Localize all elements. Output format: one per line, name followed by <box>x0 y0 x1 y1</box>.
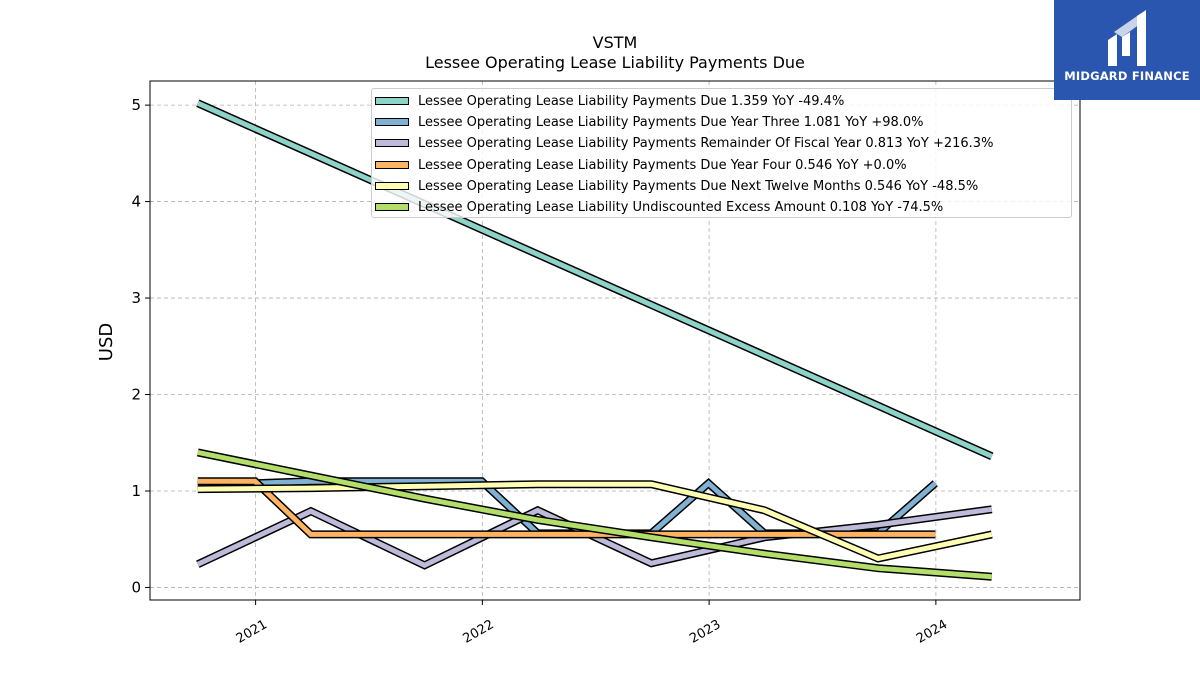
series-line-5 <box>197 480 993 563</box>
series-stroke <box>196 100 993 459</box>
brand-logo: MIDGARD FINANCE <box>1054 0 1200 100</box>
series-line-1 <box>196 99 994 460</box>
y-tick-label: 2 <box>131 386 141 404</box>
legend-swatch <box>375 203 409 211</box>
y-tick-label: 4 <box>131 193 141 211</box>
legend-swatch <box>375 97 409 105</box>
series-outline <box>197 480 993 563</box>
legend-label: Lessee Operating Lease Liability Payment… <box>418 136 994 152</box>
plot-frame <box>149 80 1081 601</box>
x-tick-label: 2023 <box>687 617 723 647</box>
x-tick-label: 2021 <box>234 617 270 647</box>
series-stroke <box>197 481 993 562</box>
series-layer <box>196 99 994 581</box>
legend-label: Lessee Operating Lease Liability Payment… <box>418 178 979 194</box>
chart-title: VSTM <box>593 33 638 52</box>
y-tick-label: 0 <box>131 578 141 596</box>
x-tick-label: 2024 <box>914 617 950 647</box>
legend-swatch <box>375 181 409 190</box>
chart-legend: Lessee Operating Lease Liability Payment… <box>371 88 1072 218</box>
y-axis-label: USD <box>96 323 117 361</box>
midgard-logo-icon <box>1108 10 1146 66</box>
y-tick-label: 5 <box>131 96 141 114</box>
y-tick-label: 3 <box>131 289 141 307</box>
legend-label: Lessee Operating Lease Liability Payment… <box>418 157 907 173</box>
y-tick-label: 1 <box>131 482 141 500</box>
series-stroke <box>197 449 992 580</box>
logo-wordmark: MIDGARD FINANCE <box>1064 69 1190 83</box>
chart-subtitle: Lessee Operating Lease Liability Payment… <box>425 53 805 72</box>
legend-label: Lessee Operating Lease Liability Payment… <box>418 115 924 131</box>
legend-swatch <box>375 160 409 169</box>
legend-swatch <box>375 139 409 148</box>
legend-label: Lessee Operating Lease Liability Payment… <box>418 94 845 109</box>
x-tick-label: 2022 <box>461 617 497 647</box>
legend-label: Lessee Operating Lease Liability Undisco… <box>418 200 944 215</box>
legend-swatch <box>375 118 409 127</box>
series-line-6 <box>196 448 993 581</box>
